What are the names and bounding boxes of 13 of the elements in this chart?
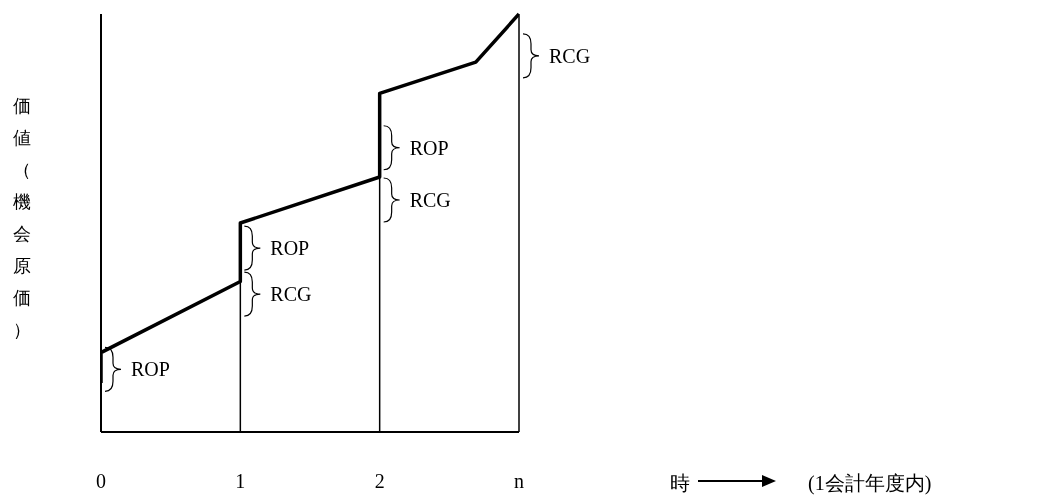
- annotation: RCG: [409, 189, 451, 212]
- annotation: RCG: [549, 44, 591, 67]
- y-axis-title: 価値（機会原価）: [12, 94, 32, 342]
- x-tick-label: n: [514, 470, 524, 493]
- annotation: ROP: [131, 358, 170, 381]
- text: 時: [670, 471, 690, 496]
- x-tick-label: 1: [235, 470, 246, 493]
- annotation: ROP: [270, 237, 310, 260]
- annotation: RCG: [270, 283, 312, 306]
- x-tick-label: 2: [374, 470, 385, 493]
- text: (1会計年度内): [808, 471, 932, 497]
- annotation: ROP: [409, 136, 449, 159]
- x-tick-label: 0: [96, 470, 106, 493]
